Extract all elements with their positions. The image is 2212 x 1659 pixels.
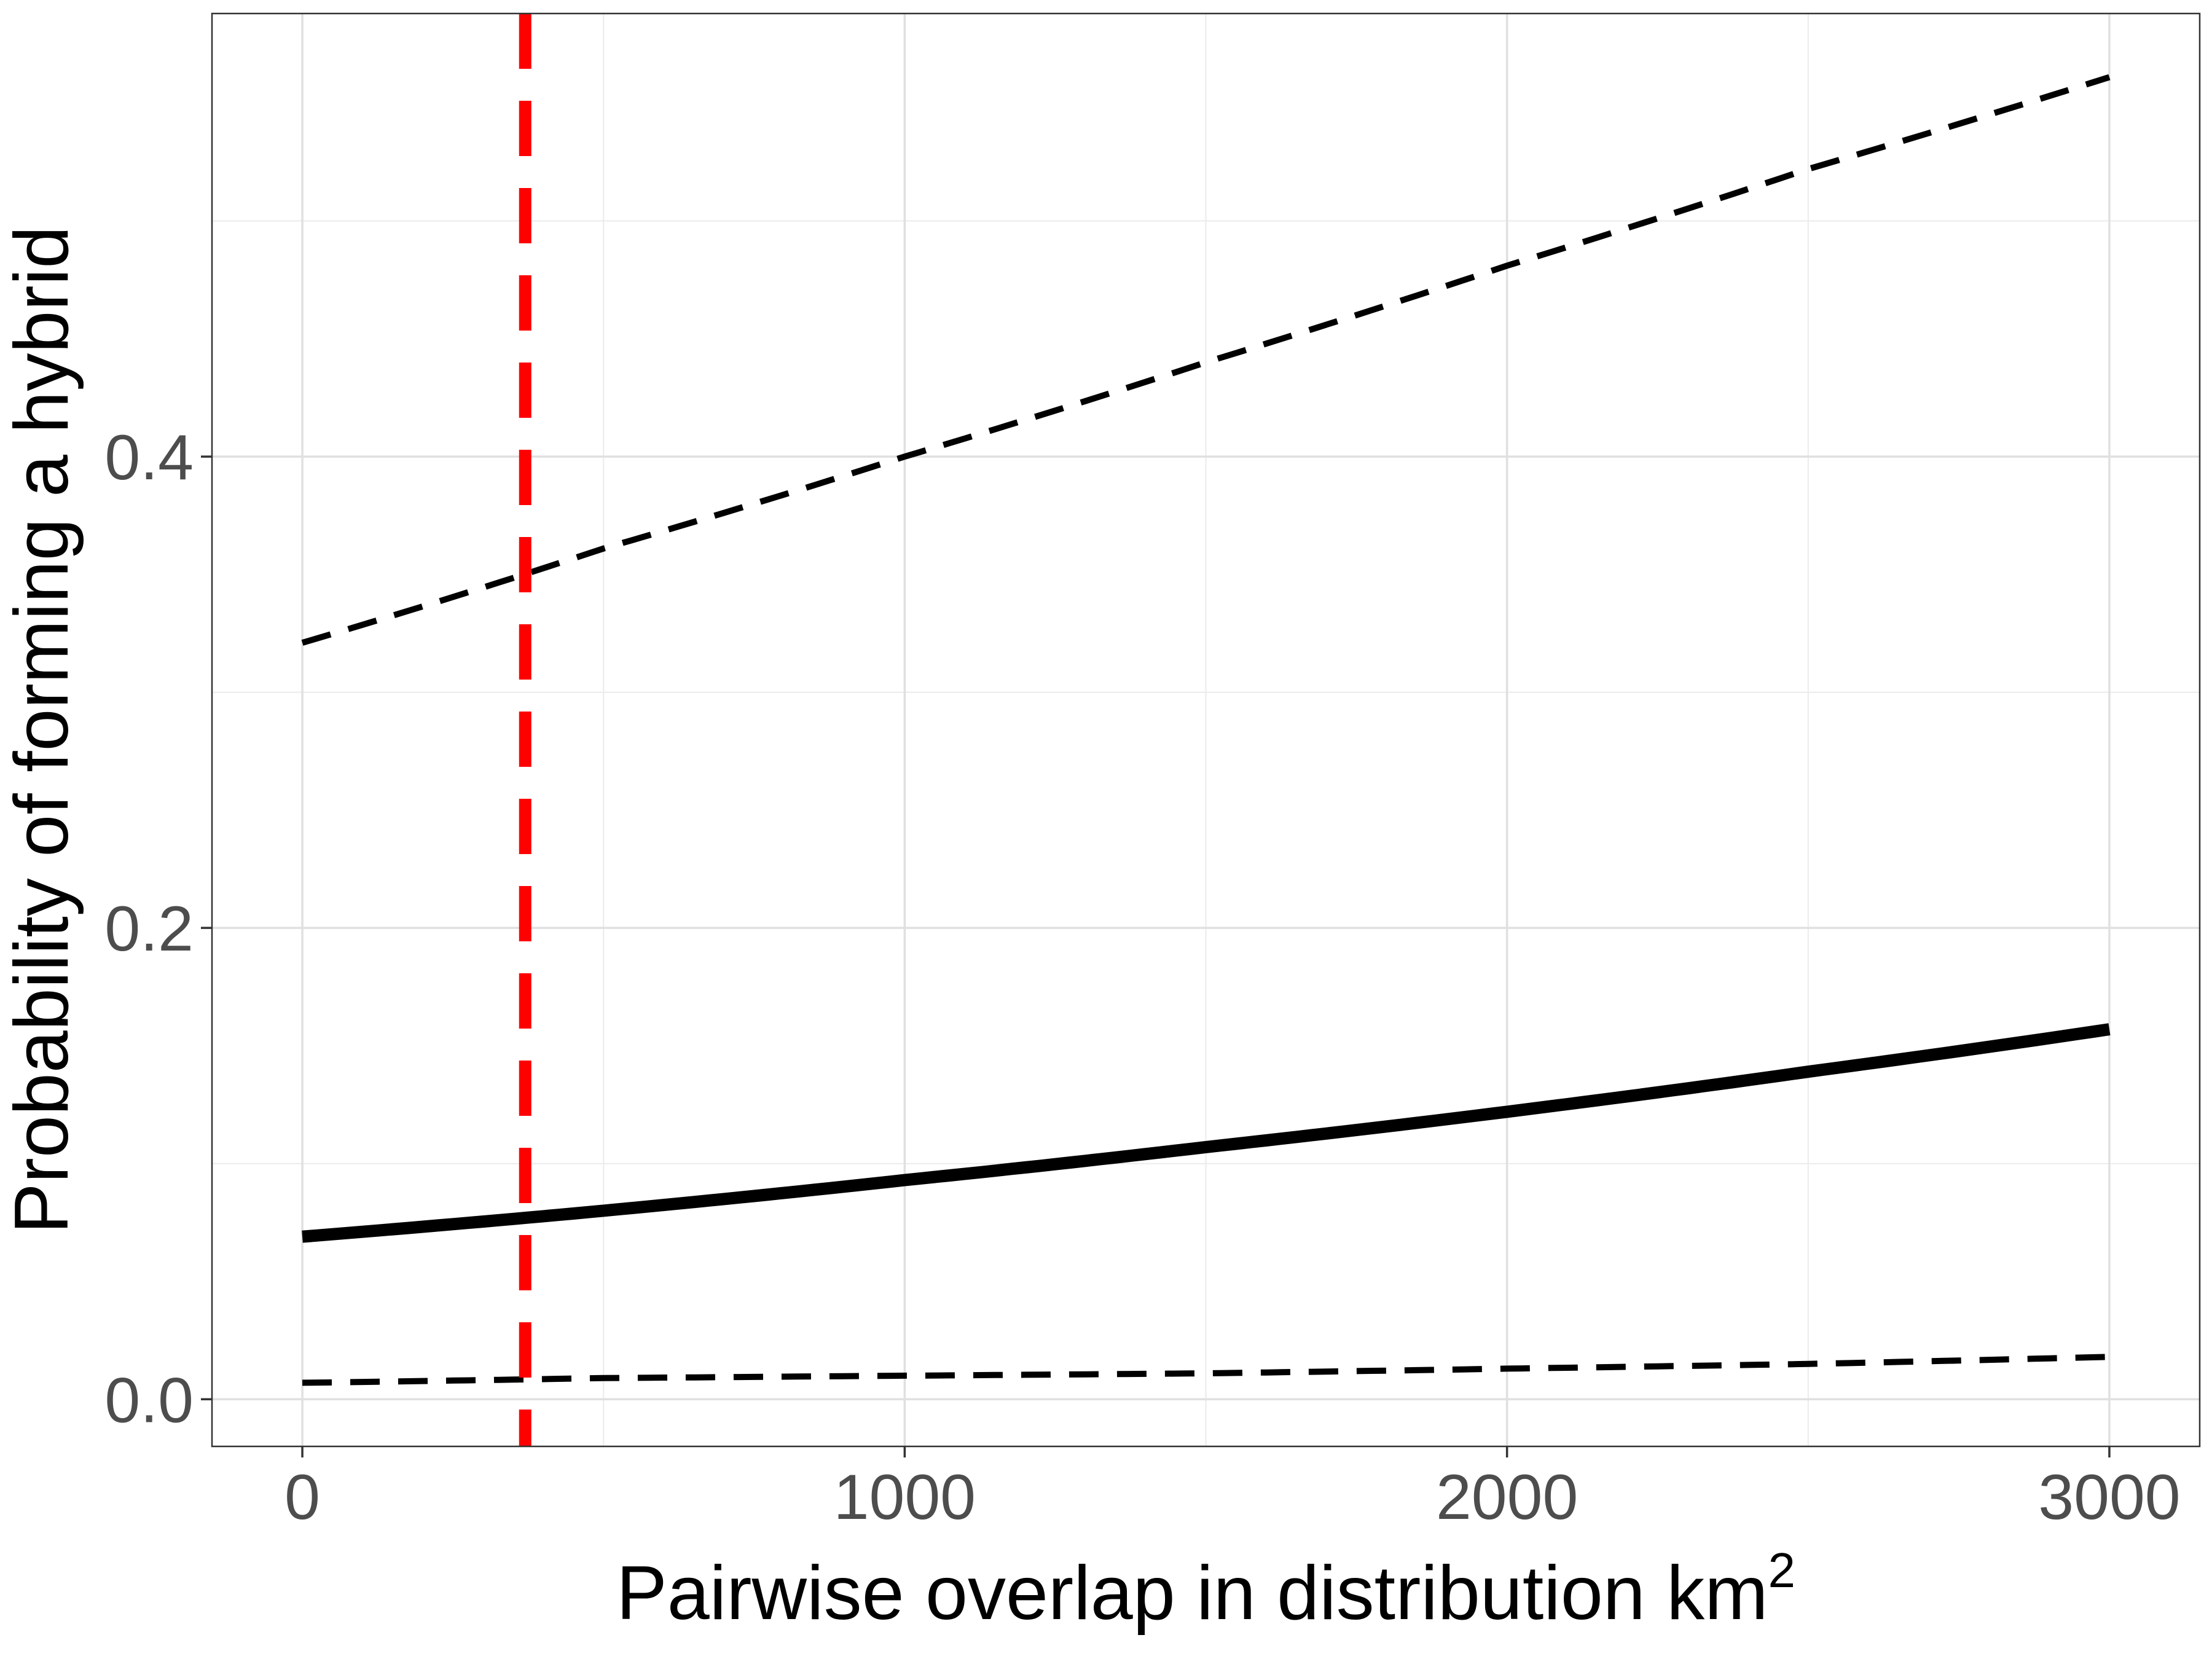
minor-gridlines <box>212 14 2200 1446</box>
major-gridlines <box>212 14 2200 1446</box>
y-tick-label: 0.2 <box>104 893 194 965</box>
panel-border <box>211 12 2201 1448</box>
y-axis-ticks: 0.0 0.2 0.4 <box>104 422 212 1436</box>
y-axis-title: Probability of forming a hybrid <box>0 226 84 1234</box>
x-axis-ticks: 0 1000 2000 3000 <box>284 1446 2181 1533</box>
series-line-fit <box>302 1023 2111 1243</box>
series-layer <box>301 74 2111 1386</box>
series-line-lower-ci <box>302 1354 2110 1386</box>
x-axis-title-superscript: 2 <box>1768 1543 1796 1598</box>
x-tick-label: 0 <box>284 1462 320 1533</box>
x-axis-title: Pairwise overlap in distribution km2 <box>616 1543 1795 1636</box>
x-tick-label: 2000 <box>1436 1462 1578 1533</box>
x-axis-title-text: Pairwise overlap in distribution km <box>616 1551 1768 1636</box>
x-tick-label: 3000 <box>2038 1462 2180 1533</box>
y-tick-label: 0.0 <box>104 1365 194 1436</box>
y-tick-label: 0.4 <box>104 422 194 493</box>
series-line-upper-ci <box>301 74 2111 646</box>
x-tick-label: 1000 <box>834 1462 976 1533</box>
